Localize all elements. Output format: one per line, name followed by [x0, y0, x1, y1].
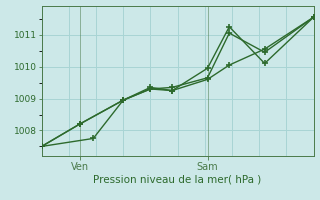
- X-axis label: Pression niveau de la mer( hPa ): Pression niveau de la mer( hPa ): [93, 174, 262, 184]
